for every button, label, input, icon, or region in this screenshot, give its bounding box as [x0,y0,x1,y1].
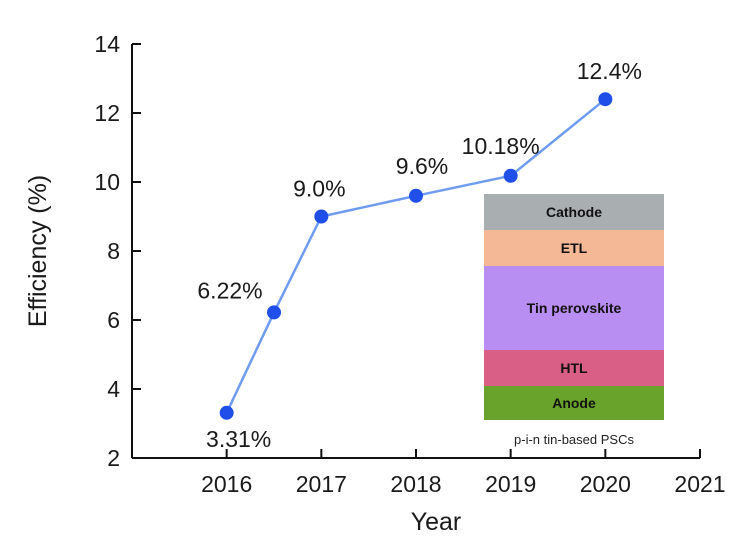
y-tick-label: 2 [107,445,120,471]
y-axis-title: Efficiency (%) [24,175,52,327]
inset-layer [484,386,664,420]
data-point [267,305,281,320]
inset-layer-label: ETL [561,240,588,256]
y-tick-label: 6 [107,307,120,333]
x-axis-title: Year [411,508,462,536]
data-point [409,188,423,203]
data-point [503,168,518,183]
y-tick-label: 12 [94,100,120,126]
data-label: 12.4% [577,58,642,84]
x-tick-label: 2021 [674,471,725,497]
x-tick-label: 2017 [296,471,347,497]
data-point [219,405,234,420]
x-axis-ticks: 2016 2017 2018 2019 2020 2021 [201,449,726,497]
data-label: 6.22% [197,277,262,303]
series-line [225,98,607,414]
series-layer: 3.31% 6.22% 9.0% 9.6% 10.18% 12.4% [197,58,642,452]
data-point [598,92,613,107]
x-tick-label: 2018 [390,471,441,497]
data-label: 9.0% [293,176,345,202]
y-tick-label: 4 [107,376,120,402]
inset-layer [484,230,664,266]
data-label: 10.18% [462,133,540,159]
inset-layer [484,266,664,350]
data-label: 9.6% [396,153,448,179]
inset-layer [484,194,664,230]
y-tick-label: 8 [107,238,120,264]
data-label: 3.31% [206,426,271,452]
inset-layer-label: Anode [552,395,596,411]
inset-layer [484,350,664,386]
inset-caption: p-i-n tin-based PSCs [514,432,634,447]
inset-layer-label: Cathode [546,204,602,220]
x-tick-label: 2019 [485,471,536,497]
x-tick-label: 2020 [580,471,631,497]
y-tick-label: 14 [94,31,120,57]
y-axis-ticks: 2 4 6 8 10 12 14 [94,31,141,471]
y-tick-label: 10 [94,169,120,195]
x-tick-label: 2016 [201,471,252,497]
inset-layer-label: Tin perovskite [527,300,622,316]
device-stack-inset: Cathode ETL Tin perovskite HTL Anode p-i-n ti… [484,194,664,447]
data-point [314,209,329,224]
inset-layer-label: HTL [560,360,588,376]
